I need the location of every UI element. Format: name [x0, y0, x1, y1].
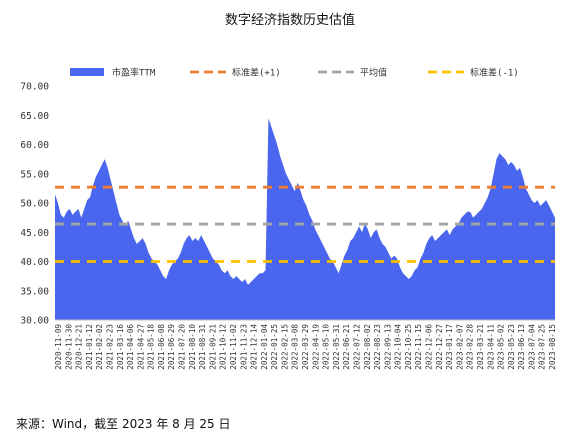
- x-tick-label: 2022-08-23: [373, 324, 382, 370]
- x-tick-label: 2022-12-27: [435, 324, 444, 370]
- chart-title: 数字经济指数历史估值: [225, 12, 355, 28]
- x-tick-label: 2022-10-25: [404, 324, 413, 370]
- x-tick-label: 2022-01-25: [270, 324, 279, 370]
- y-tick-label: 40.00: [20, 257, 49, 268]
- legend-label: 标准差(-1): [470, 67, 519, 79]
- x-tick-label: 2022-11-15: [414, 324, 423, 370]
- x-tick-label: 2023-01-17: [445, 324, 454, 370]
- x-tick-label: 2023-04-11: [486, 324, 495, 370]
- x-tick-label: 2023-05-02: [497, 324, 506, 370]
- x-tick-label: 2021-08-31: [198, 324, 207, 370]
- x-tick-label: 2023-08-15: [548, 324, 557, 370]
- x-tick-label: 2021-09-21: [208, 324, 217, 370]
- x-tick-label: 2022-06-21: [342, 324, 351, 370]
- x-tick-label: 2021-04-06: [126, 324, 135, 370]
- y-tick-label: 55.00: [20, 169, 49, 180]
- y-tick-label: 65.00: [20, 111, 49, 122]
- y-tick-label: 70.00: [20, 82, 49, 93]
- x-tick-label: 2021-02-23: [105, 324, 114, 370]
- plot-area: 30.00 35.00 40.00 45.00 50.00 55.00 60.00 65.00…: [20, 82, 557, 370]
- x-tick-label: 2021-06-29: [167, 324, 176, 370]
- x-tick-label: 2023-02-28: [466, 324, 475, 370]
- y-tick-label: 45.00: [20, 228, 49, 239]
- x-tick-label: 2021-01-12: [85, 324, 94, 370]
- x-tick-label: 2023-05-23: [507, 324, 516, 370]
- x-tick-label: 2023-02-07: [455, 324, 464, 370]
- x-tick-label: 2023-03-21: [476, 324, 485, 370]
- y-tick-label: 30.00: [20, 316, 49, 327]
- source-note: 来源：Wind，截至 2023 年 8 月 25 日: [16, 417, 231, 431]
- legend-label: 市盈率TTM: [112, 67, 156, 79]
- legend-label: 平均值: [360, 67, 387, 79]
- x-tick-label: 2022-08-02: [363, 324, 372, 370]
- x-axis: 2020-11-09 2020-11-30 2020-12-21 2021-01-12…: [54, 324, 557, 370]
- y-axis: 30.00 35.00 40.00 45.00 50.00 55.00 60.00 65.00…: [20, 82, 49, 327]
- x-tick-label: 2021-11-23: [239, 324, 248, 370]
- x-tick-label: 2022-04-19: [311, 324, 320, 370]
- x-tick-label: 2022-03-29: [301, 324, 310, 370]
- reference-lines: [55, 185, 555, 263]
- x-tick-label: 2022-12-06: [425, 324, 434, 370]
- x-tick-label: 2021-05-18: [147, 324, 156, 370]
- x-tick-label: 2022-02-15: [280, 324, 289, 370]
- legend-swatch-area: [70, 68, 104, 76]
- x-tick-label: 2023-07-25: [538, 324, 547, 370]
- y-tick-label: 50.00: [20, 199, 49, 210]
- x-tick-label: 2022-07-12: [352, 324, 361, 370]
- chart-legend: 市盈率TTM 标准差(+1) 平均值 标准差(-1): [70, 67, 519, 79]
- x-tick-label: 2022-10-04: [394, 324, 403, 370]
- y-tick-label: 60.00: [20, 140, 49, 151]
- legend-label: 标准差(+1): [232, 67, 281, 79]
- x-tick-label: 2022-01-04: [260, 324, 269, 370]
- x-tick-label: 2022-05-31: [332, 324, 341, 370]
- x-tick-label: 2021-04-27: [136, 324, 145, 370]
- x-tick-label: 2020-12-21: [75, 324, 84, 370]
- x-tick-label: 2023-06-13: [517, 324, 526, 370]
- x-tick-label: 2020-11-09: [54, 324, 63, 370]
- x-tick-label: 2021-08-10: [188, 324, 197, 370]
- x-tick-label: 2022-05-10: [322, 324, 331, 370]
- pe-ttm-area: [55, 118, 555, 320]
- x-tick-label: 2020-11-30: [64, 324, 73, 370]
- x-tick-label: 2023-07-04: [527, 324, 536, 370]
- x-tick-label: 2022-09-13: [383, 324, 392, 370]
- x-tick-label: 2021-02-02: [95, 324, 104, 370]
- x-tick-label: 2022-03-08: [291, 324, 300, 370]
- x-tick-label: 2021-06-08: [157, 324, 166, 370]
- x-tick-label: 2021-03-16: [116, 324, 125, 370]
- x-tick-label: 2021-10-12: [219, 324, 228, 370]
- x-tick-label: 2021-11-02: [229, 324, 238, 370]
- x-tick-label: 2021-07-20: [178, 324, 187, 370]
- y-tick-label: 35.00: [20, 286, 49, 297]
- x-tick-label: 2021-12-14: [250, 324, 259, 370]
